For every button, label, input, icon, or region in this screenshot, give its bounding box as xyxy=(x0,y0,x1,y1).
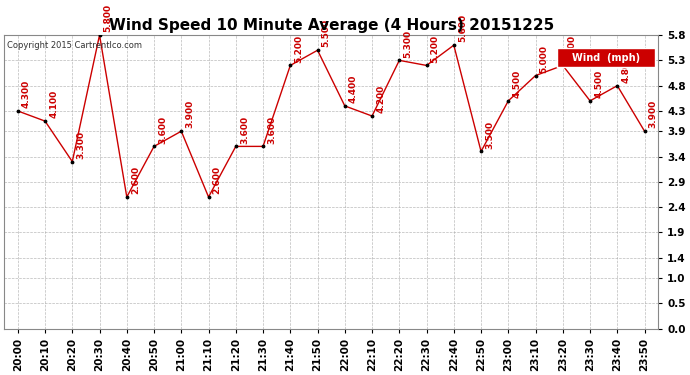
Text: 4.200: 4.200 xyxy=(376,85,385,113)
Text: 4.300: 4.300 xyxy=(22,80,31,108)
Text: 5.200: 5.200 xyxy=(431,34,440,63)
Text: 5.800: 5.800 xyxy=(104,4,112,32)
Text: 4.400: 4.400 xyxy=(349,75,358,103)
Text: 3.300: 3.300 xyxy=(77,130,86,159)
Text: 4.500: 4.500 xyxy=(594,70,603,98)
Text: 3.600: 3.600 xyxy=(240,116,249,144)
Text: 4.800: 4.800 xyxy=(622,55,631,83)
Text: 5.500: 5.500 xyxy=(322,20,331,48)
Text: 5.200: 5.200 xyxy=(567,34,576,63)
Text: 5.200: 5.200 xyxy=(295,34,304,63)
Text: 2.600: 2.600 xyxy=(131,166,140,194)
Text: 2.600: 2.600 xyxy=(213,166,221,194)
Text: 5.300: 5.300 xyxy=(404,30,413,58)
Text: Copyright 2015 Cartrentlco.com: Copyright 2015 Cartrentlco.com xyxy=(8,41,142,50)
Text: 3.900: 3.900 xyxy=(649,100,658,128)
Text: 4.500: 4.500 xyxy=(513,70,522,98)
Text: 5.000: 5.000 xyxy=(540,45,549,73)
Text: 3.600: 3.600 xyxy=(158,116,167,144)
Text: 5.600: 5.600 xyxy=(458,14,467,42)
Text: 3.500: 3.500 xyxy=(485,120,494,148)
Text: 4.100: 4.100 xyxy=(49,90,58,118)
Text: 3.900: 3.900 xyxy=(186,100,195,128)
Text: 3.600: 3.600 xyxy=(267,116,276,144)
Title: Wind Speed 10 Minute Average (4 Hours) 20151225: Wind Speed 10 Minute Average (4 Hours) 2… xyxy=(108,18,554,33)
